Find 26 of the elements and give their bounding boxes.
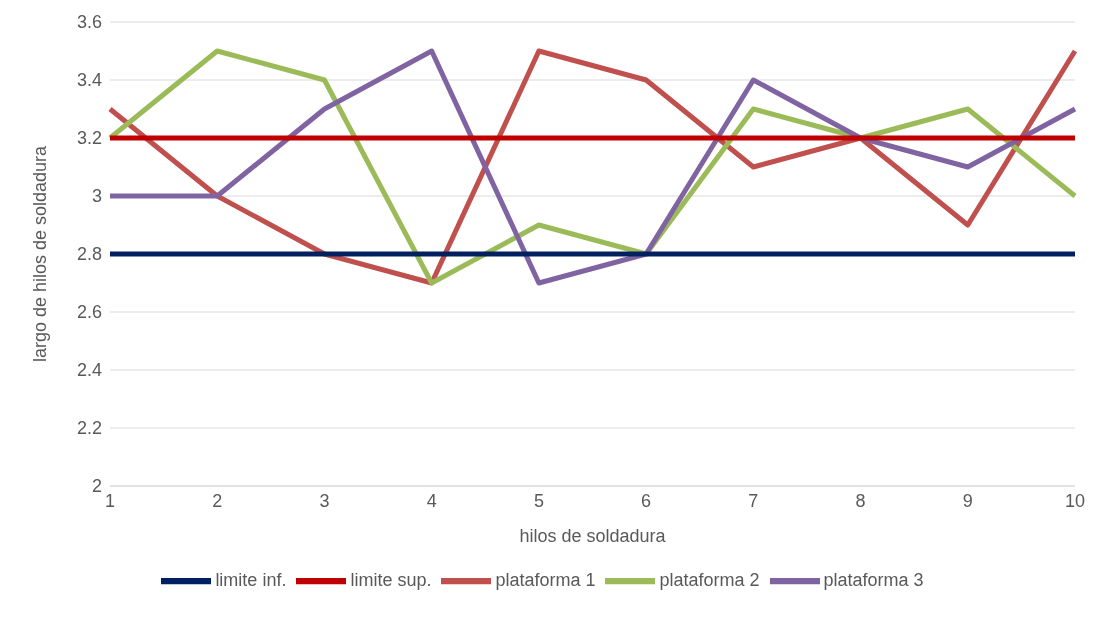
- x-tick-label: 3: [319, 490, 330, 511]
- x-tick-label: 10: [1064, 490, 1086, 511]
- x-tick-label: 4: [426, 490, 437, 511]
- y-tick-label: 2.2: [76, 418, 102, 439]
- y-tick-label: 3.2: [76, 128, 102, 149]
- y-tick-label: 3.6: [76, 12, 102, 33]
- y-tick-label: 2.6: [76, 302, 102, 323]
- legend-label: limite sup.: [350, 569, 432, 590]
- legend-label: plataforma 2: [659, 569, 760, 590]
- y-tick-label: 3: [91, 186, 102, 207]
- y-tick-label: 3.4: [76, 70, 102, 91]
- legend-label: limite inf.: [215, 569, 287, 590]
- y-tick-label: 2: [91, 476, 102, 497]
- x-tick-label: 8: [855, 490, 866, 511]
- legend-label: plataforma 3: [823, 569, 924, 590]
- y-axis-title: largo de hilos de soldadura: [30, 144, 51, 363]
- y-tick-label: 2.4: [76, 360, 102, 381]
- x-tick-label: 9: [962, 490, 973, 511]
- x-tick-label: 5: [533, 490, 544, 511]
- y-tick-label: 2.8: [76, 244, 102, 265]
- x-tick-label: 7: [748, 490, 759, 511]
- x-tick-label: 6: [641, 490, 652, 511]
- x-tick-label: 1: [104, 490, 116, 511]
- x-tick-label: 2: [212, 490, 223, 511]
- legend-label: plataforma 1: [495, 569, 596, 590]
- x-axis-title: hilos de soldadura: [519, 526, 667, 546]
